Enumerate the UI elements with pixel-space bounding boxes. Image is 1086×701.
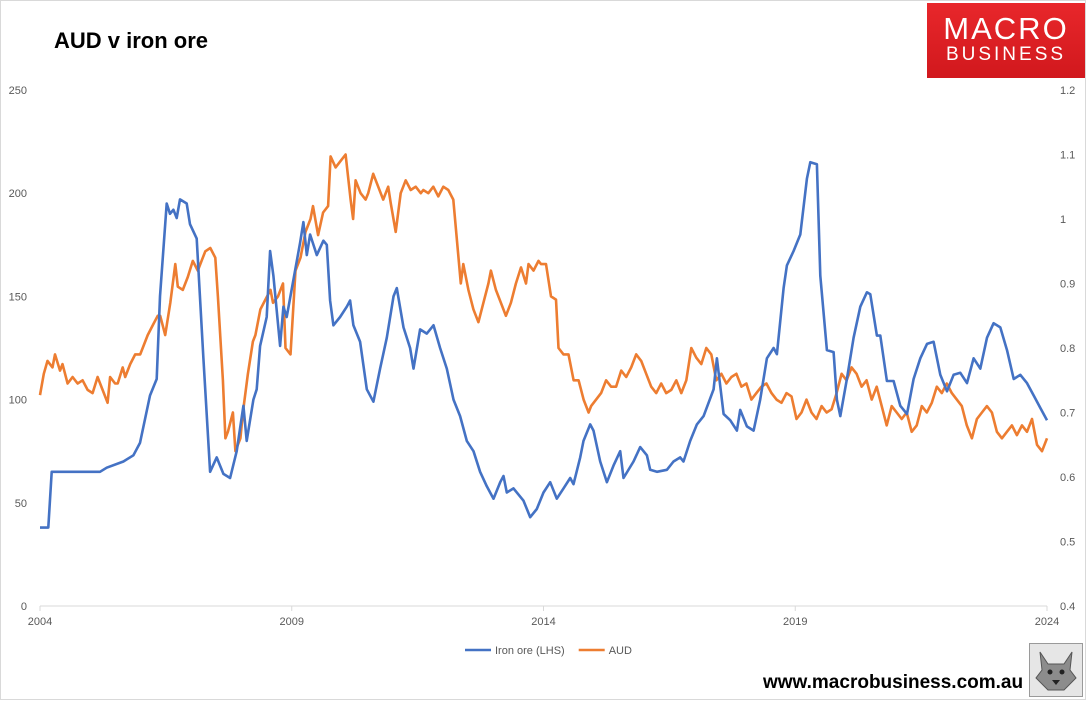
y-right-tick-label: 0.9: [1060, 279, 1075, 291]
x-tick-label: 2024: [1035, 616, 1059, 628]
y-left-tick-label: 100: [9, 395, 27, 407]
y-right-tick-label: 0.4: [1060, 601, 1075, 613]
legend-label: AUD: [609, 645, 632, 657]
legend-label: Iron ore (LHS): [495, 645, 565, 657]
chart-title: AUD v iron ore: [54, 28, 209, 53]
y-right-tick-label: 0.6: [1060, 472, 1075, 484]
y-left-tick-label: 150: [9, 291, 27, 303]
y-right-tick-label: 0.8: [1060, 343, 1075, 355]
y-left-tick-label: 250: [9, 85, 27, 97]
y-right-tick-label: 1: [1060, 214, 1066, 226]
logo-line1: MACRO: [943, 11, 1069, 46]
logo-line2: BUSINESS: [945, 44, 1067, 65]
series-line-aud: [38, 153, 1049, 453]
macrobusiness-logo: MACRO BUSINESS: [927, 3, 1085, 78]
x-tick-label: 2014: [531, 616, 555, 628]
wolf-badge-icon: [1029, 643, 1083, 697]
y-left-tick-label: 0: [21, 601, 27, 613]
series-line-iron-ore: [40, 160, 1049, 529]
y-left-tick-label: 200: [9, 188, 27, 200]
y-right-tick-label: 0.7: [1060, 408, 1075, 420]
x-tick-label: 2009: [280, 616, 304, 628]
x-tick-label: 2004: [28, 616, 52, 628]
y-right-tick-label: 1.1: [1060, 150, 1075, 162]
y-left-tick-label: 50: [15, 498, 27, 510]
x-tick-label: 2019: [783, 616, 807, 628]
y-right-tick-label: 1.2: [1060, 85, 1075, 97]
y-right-tick-label: 0.5: [1060, 537, 1075, 549]
website-url: www.macrobusiness.com.au: [763, 672, 1024, 693]
